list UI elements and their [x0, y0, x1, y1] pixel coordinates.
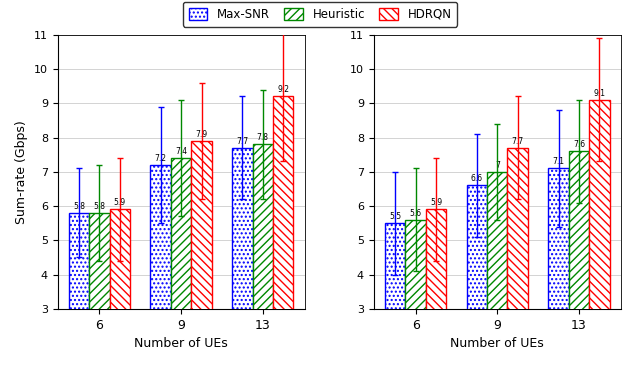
Bar	[487, 172, 508, 386]
Text: 5.8: 5.8	[93, 202, 106, 211]
Text: 5.8: 5.8	[73, 202, 85, 211]
Bar	[253, 144, 273, 386]
Text: 9.2: 9.2	[277, 85, 289, 94]
Text: 7.2: 7.2	[155, 154, 166, 163]
Text: 7.1: 7.1	[552, 157, 564, 166]
Text: 7.6: 7.6	[573, 140, 585, 149]
Bar	[548, 168, 569, 386]
Text: 7: 7	[495, 161, 500, 170]
Bar	[569, 151, 589, 386]
Bar	[171, 158, 191, 386]
Text: 5.9: 5.9	[114, 198, 126, 207]
Bar	[385, 223, 405, 386]
Text: 9.1: 9.1	[593, 89, 605, 98]
Text: 7.7: 7.7	[511, 137, 524, 146]
Bar	[191, 141, 212, 386]
Bar	[405, 220, 426, 386]
Text: 7.9: 7.9	[195, 130, 207, 139]
Text: 5.5: 5.5	[389, 212, 401, 221]
Text: 7.8: 7.8	[257, 133, 269, 142]
Bar	[426, 210, 446, 386]
Bar	[109, 210, 130, 386]
Legend: Max-SNR, Heuristic, HDRQN: Max-SNR, Heuristic, HDRQN	[182, 2, 458, 27]
Text: 7.7: 7.7	[236, 137, 248, 146]
X-axis label: Number of UEs: Number of UEs	[134, 337, 228, 350]
Bar	[69, 213, 89, 386]
Bar	[150, 165, 171, 386]
Bar	[508, 148, 528, 386]
Bar	[589, 100, 609, 386]
Text: 5.9: 5.9	[430, 198, 442, 207]
Text: 7.4: 7.4	[175, 147, 187, 156]
Bar	[467, 186, 487, 386]
Text: 5.6: 5.6	[410, 209, 422, 218]
Bar	[273, 96, 293, 386]
Bar	[232, 148, 253, 386]
X-axis label: Number of UEs: Number of UEs	[451, 337, 544, 350]
Y-axis label: Sum-rate (Gbps): Sum-rate (Gbps)	[15, 120, 28, 223]
Bar	[89, 213, 109, 386]
Text: 6.6: 6.6	[471, 174, 483, 183]
